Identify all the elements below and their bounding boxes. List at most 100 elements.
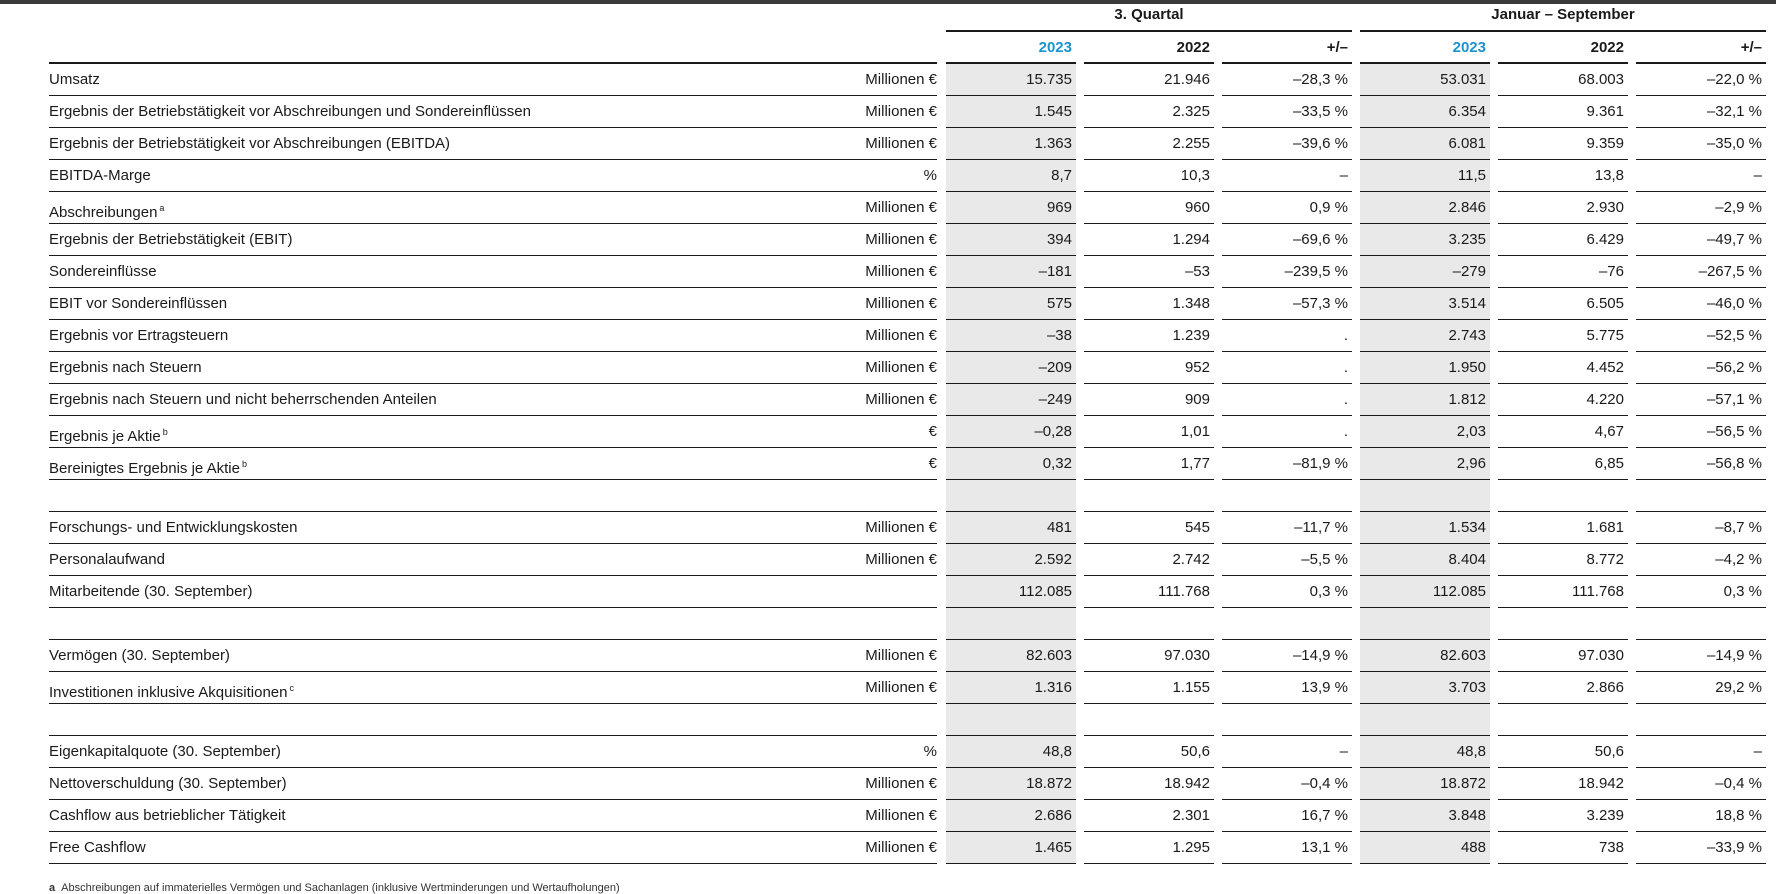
row-rule [1222,223,1352,224]
row-rule [49,95,937,96]
row-unit: Millionen € [865,775,937,792]
value-cell: 15.735 [1026,71,1072,88]
value-cell: 575 [1046,295,1072,312]
row-rule [49,863,937,864]
row-rule [49,191,937,192]
value-cell: 50,6 [1594,743,1624,760]
value-cell: –56,8 % [1706,455,1762,472]
value-cell: 18,8 % [1715,807,1762,824]
row-label: Ergebnis je Aktie b [49,416,829,448]
row-rule [1084,479,1214,480]
row-unit: Millionen € [865,295,937,312]
row-unit: Millionen € [865,359,937,376]
row-rule [946,543,1076,544]
row-rule [1636,127,1766,128]
row-rule [1498,479,1628,480]
row-rule [1360,383,1490,384]
row-label-text: Ergebnis der Betriebstätigkeit vor Absch… [49,103,531,120]
footnote-ref: b [241,459,247,469]
value-cell: –57,3 % [1292,295,1348,312]
row-rule [49,575,937,576]
row-rule [49,671,937,672]
shaded-cell-bg [1360,352,1490,384]
col-header-ytd-2023: 2023 [1452,39,1486,56]
row-rule [1636,255,1766,256]
row-rule [1084,799,1214,800]
row-label-text: EBITDA-Marge [49,167,151,184]
value-cell: 2.846 [1448,199,1486,216]
row-rule [1498,511,1628,512]
row-rule [49,831,937,832]
row-rule [1084,831,1214,832]
table-row: Ergebnis der Betriebstätigkeit vor Absch… [0,96,1776,128]
row-rule [946,62,1076,64]
value-cell: 48,8 [1456,743,1486,760]
value-cell: 2.325 [1172,103,1210,120]
value-cell: 6.081 [1448,135,1486,152]
shaded-cell-bg [946,448,1076,480]
value-cell: 2,96 [1456,455,1486,472]
row-label: Ergebnis nach Steuern und nicht beherrsc… [49,384,829,416]
shaded-cell-bg [946,608,1076,640]
value-cell: –279 [1452,263,1486,280]
row-rule [946,767,1076,768]
footnote-ref: b [162,427,168,437]
row-rule [1222,319,1352,320]
row-rule [1498,671,1628,672]
value-cell: 1.239 [1172,327,1210,344]
row-rule [1084,447,1214,448]
row-rule [1360,735,1490,736]
row-rule [1636,447,1766,448]
row-rule [1498,639,1628,640]
value-cell: 969 [1046,199,1072,216]
row-rule [1084,95,1214,96]
row-rule [1222,191,1352,192]
value-cell: 0,32 [1042,455,1072,472]
row-rule [49,415,937,416]
row-rule [1636,575,1766,576]
value-cell: 13,9 % [1301,679,1348,696]
value-cell: –267,5 % [1698,263,1762,280]
value-cell: 488 [1460,839,1486,856]
row-rule [1636,479,1766,480]
row-rule [1360,607,1490,608]
shaded-cell-bg [1360,448,1490,480]
value-cell: 2,03 [1456,423,1486,440]
value-cell: 1.294 [1172,231,1210,248]
value-cell: –81,9 % [1292,455,1348,472]
value-cell: –28,3 % [1292,71,1348,88]
value-cell: 16,7 % [1301,807,1348,824]
value-cell: 1.295 [1172,839,1210,856]
row-rule [1498,575,1628,576]
row-unit: € [928,455,937,472]
row-rule [1636,351,1766,352]
row-rule [1222,543,1352,544]
value-cell: 1.534 [1448,519,1486,536]
table-row: Ergebnis je Aktie b € –0,28 1,01. 2,03 4,67 –56… [0,416,1776,448]
table-row: Personalaufwand Millionen € 2.592 2.742 –5,5… [0,544,1776,576]
value-cell: . [1343,391,1348,408]
row-rule [1084,735,1214,736]
spacer-row [0,704,1776,736]
row-rule [1360,479,1490,480]
row-label: Ergebnis der Betriebstätigkeit vor Absch… [49,128,829,160]
row-label-text: Abschreibungen [49,204,158,221]
row-label-text: Mitarbeitende (30. September) [49,583,253,600]
value-cell: –76 [1598,263,1624,280]
row-rule [1084,191,1214,192]
value-cell: 1.545 [1034,103,1072,120]
group-header-quarter: 3. Quartal [1114,6,1184,23]
shaded-cell-bg [1360,704,1490,736]
row-rule [1084,223,1214,224]
row-label: Investitionen inklusive Akquisitionen c [49,672,829,704]
shaded-cell-bg [946,160,1076,192]
row-label-text: Vermögen (30. September) [49,647,230,664]
row-rule [1360,799,1490,800]
value-cell: – [1339,743,1348,760]
shaded-cell-bg [1360,800,1490,832]
shaded-cell-bg [1360,416,1490,448]
row-rule [1636,639,1766,640]
row-rule [49,383,937,384]
row-unit: Millionen € [865,135,937,152]
row-rule [1636,735,1766,736]
